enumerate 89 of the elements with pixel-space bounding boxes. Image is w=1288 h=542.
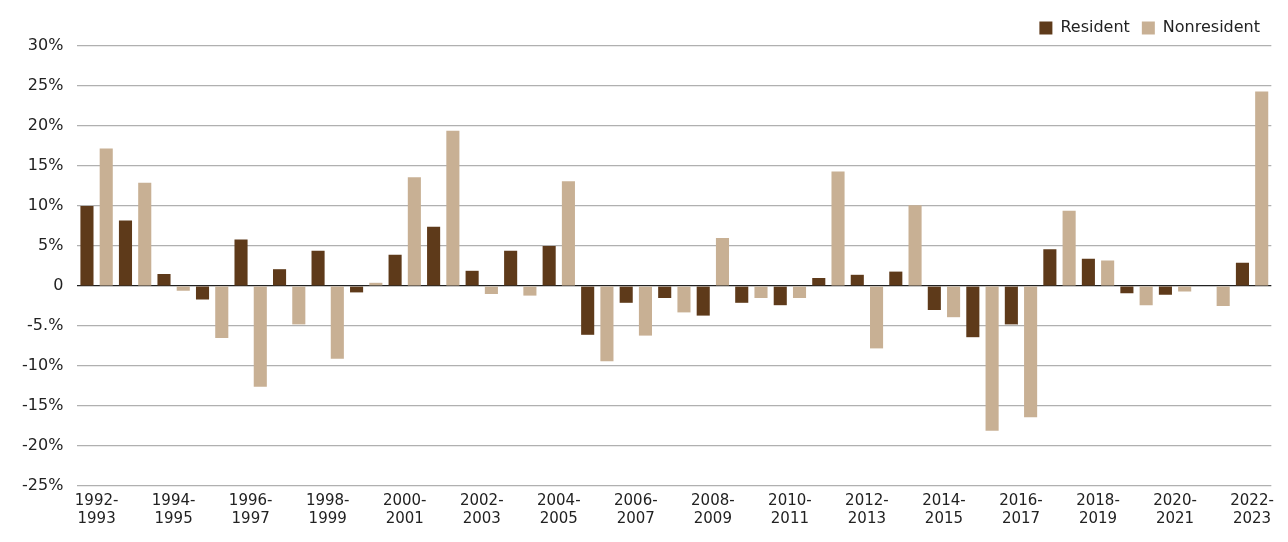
bar <box>1043 249 1057 286</box>
y-tick-label: 10% <box>27 195 64 215</box>
x-tick-label: 2002-2003 <box>459 490 504 527</box>
x-tick-label: 1998-1999 <box>305 490 350 527</box>
bar <box>985 286 999 431</box>
y-tick-label: -15% <box>21 395 64 415</box>
bar <box>99 148 113 286</box>
y-tick-label: 30% <box>27 35 64 55</box>
bar <box>407 177 421 286</box>
bar <box>1178 286 1192 292</box>
y-tick-label: 15% <box>27 155 64 175</box>
bar <box>1235 262 1249 286</box>
x-tick-label: 1994-1995 <box>151 490 196 527</box>
bar <box>561 181 575 286</box>
bar <box>1158 286 1172 295</box>
x-tick-label: 2018-2019 <box>1076 490 1120 527</box>
y-tick-label: -20% <box>21 435 64 455</box>
x-tick-label: 2014-2015 <box>922 490 966 527</box>
bar <box>388 254 402 286</box>
bar <box>523 286 537 296</box>
bar <box>754 286 768 298</box>
bar <box>330 286 344 359</box>
bar <box>504 250 518 286</box>
bar <box>215 286 229 338</box>
bar <box>253 286 267 387</box>
bar <box>812 278 826 286</box>
legend-label: Nonresident <box>1162 17 1261 37</box>
bar <box>1101 260 1115 286</box>
bar <box>446 130 460 286</box>
bar <box>947 286 961 318</box>
x-tick-label: 2016-2017 <box>999 490 1043 527</box>
x-tick-label: 2004-2005 <box>536 490 581 527</box>
bar <box>658 286 672 298</box>
bar <box>889 271 903 286</box>
y-tick-label: -10% <box>21 355 64 375</box>
x-tick-label: 2020-2021 <box>1153 490 1197 527</box>
bar <box>195 286 210 300</box>
bar <box>1004 286 1018 325</box>
bar <box>118 220 133 286</box>
x-tick-label: 1992-1993 <box>74 490 119 527</box>
bar <box>176 286 190 291</box>
bar <box>735 286 749 303</box>
x-tick-label: 2010-2011 <box>768 490 812 527</box>
bar <box>581 286 595 335</box>
y-tick-label: -25% <box>21 475 64 495</box>
bar <box>1120 286 1134 294</box>
x-tick-label: 2008-2009 <box>691 490 735 527</box>
bar <box>870 286 884 349</box>
bar <box>696 286 710 316</box>
bar <box>773 286 787 306</box>
x-tick-label: 1996-1997 <box>228 490 273 527</box>
bar <box>600 286 614 362</box>
bar <box>138 182 152 286</box>
x-tick-label: 2006-2007 <box>614 490 658 527</box>
x-tick-label: 2022-2023 <box>1230 490 1274 527</box>
bar <box>715 238 730 286</box>
bar <box>850 274 864 286</box>
y-tick-label: 20% <box>27 115 64 135</box>
bar <box>908 205 922 286</box>
bar <box>484 286 498 294</box>
bar <box>273 269 287 286</box>
bar <box>542 246 556 286</box>
bar <box>157 274 171 286</box>
y-tick-label: -5.% <box>27 315 64 335</box>
bar <box>966 286 980 338</box>
x-tick-label: 2000-2001 <box>382 490 427 527</box>
bar <box>427 226 441 286</box>
bar <box>1081 258 1095 286</box>
bar <box>1255 91 1269 286</box>
bar <box>677 286 691 313</box>
bar <box>1062 210 1076 286</box>
legend-label: Resident <box>1060 17 1130 37</box>
bar <box>311 250 325 286</box>
bar <box>792 286 807 298</box>
x-tick-label: 2012-2013 <box>845 490 889 527</box>
bar <box>831 171 845 286</box>
bar <box>234 239 248 286</box>
bar <box>1216 286 1230 306</box>
bar <box>638 286 652 336</box>
bar <box>619 286 633 303</box>
y-tick-label: 0 <box>53 275 64 295</box>
bar <box>292 286 306 325</box>
bar <box>1139 286 1153 306</box>
bar <box>465 270 479 286</box>
bar <box>927 286 941 310</box>
bar <box>80 206 94 286</box>
y-tick-label: 5% <box>37 235 64 255</box>
bar <box>1024 286 1038 418</box>
y-tick-label: 25% <box>27 75 64 95</box>
